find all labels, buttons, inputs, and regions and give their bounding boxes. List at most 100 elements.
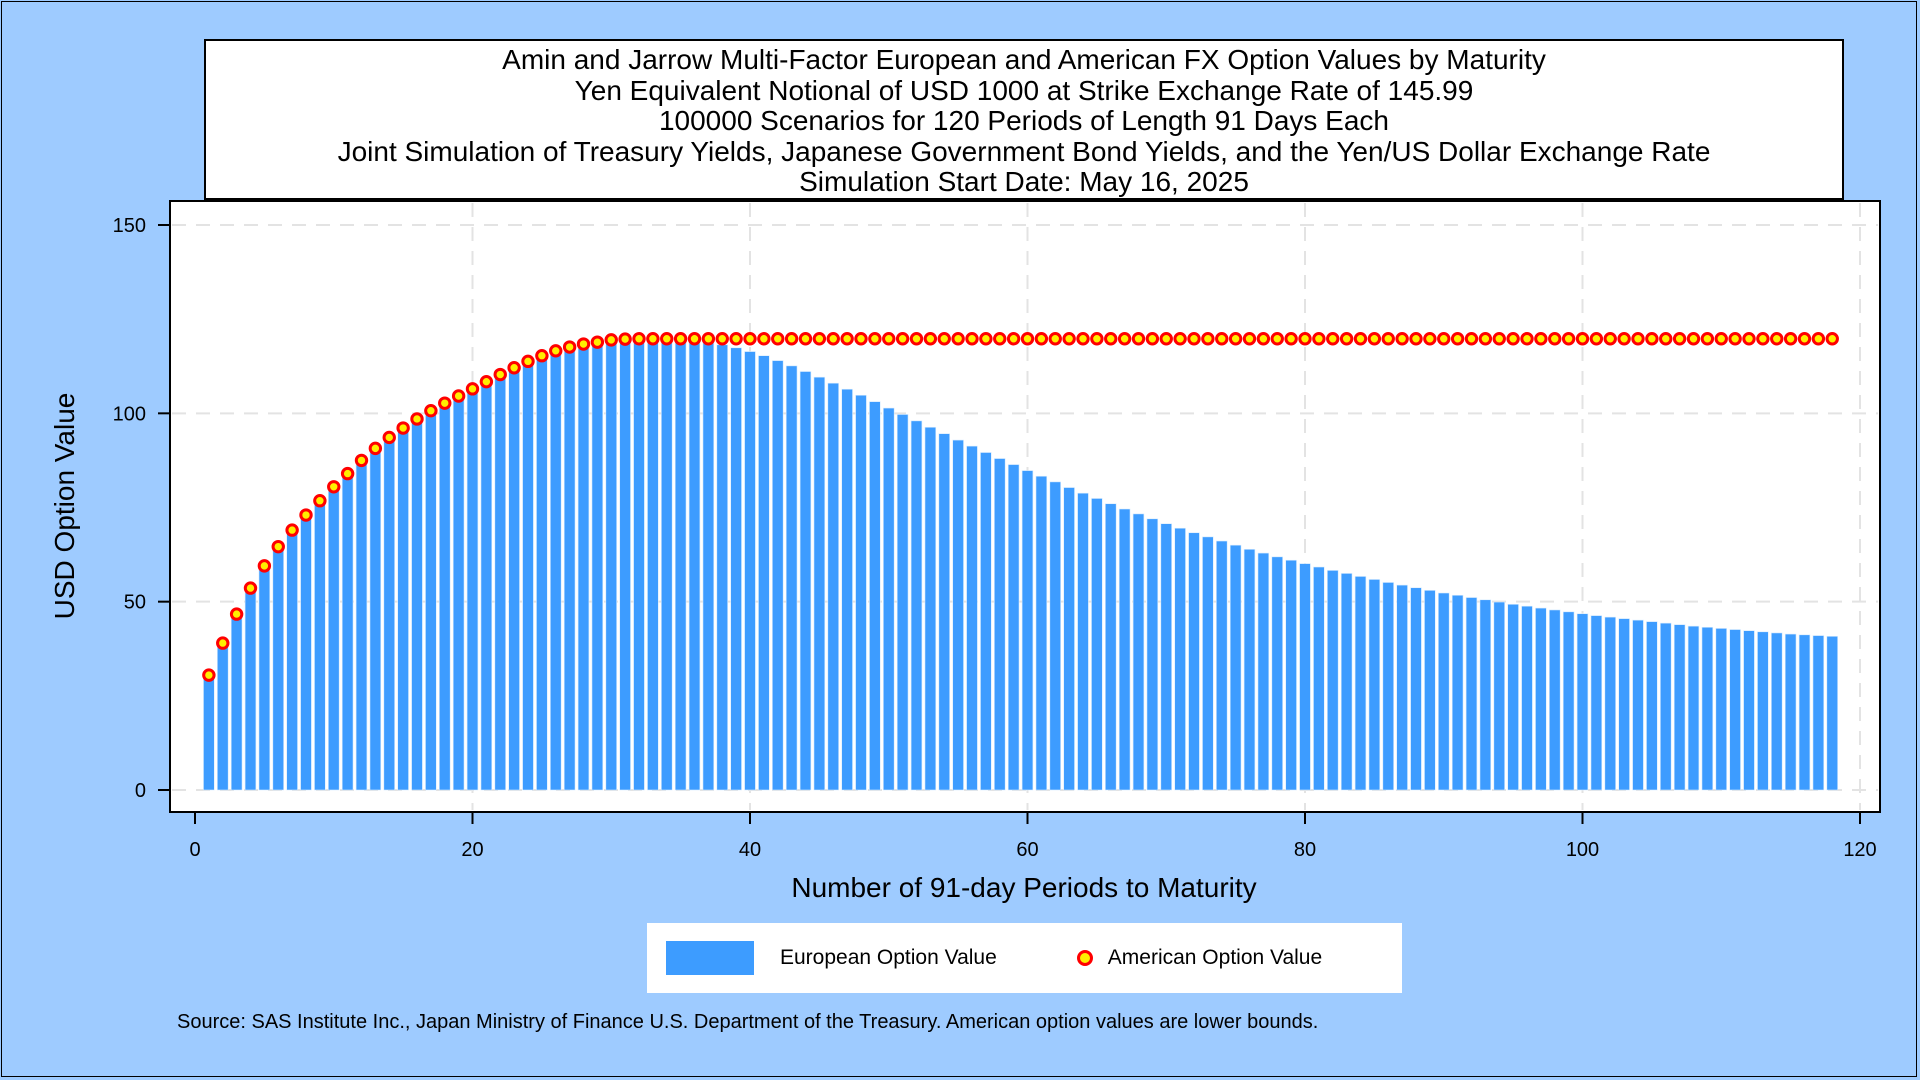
european-bar [1118,508,1131,791]
european-bar [1701,626,1714,791]
european-bar [994,458,1006,791]
american-marker [1423,332,1437,346]
american-marker [1589,332,1604,346]
american-marker [1561,332,1576,346]
american-marker [1450,332,1465,346]
european-bar [924,426,937,791]
title-line-3: 100000 Scenarios for 120 Periods of Leng… [658,105,1390,136]
european-bar [1576,613,1589,791]
european-bar [827,382,839,791]
european-bar [1007,464,1020,791]
european-bar [1396,584,1408,791]
european-bar [397,428,409,791]
american-marker [1603,332,1617,346]
american-marker [1006,332,1021,346]
european-bar [661,340,673,791]
american-marker [1492,332,1506,346]
european-bar [1493,601,1505,791]
european-bar [1521,605,1533,791]
american-marker [660,332,674,346]
european-bar [1327,570,1339,791]
european-bar [799,371,812,791]
legend-label-european: European Option Value [780,946,997,969]
european-bar [258,566,271,791]
american-marker [229,607,244,621]
american-marker [1395,332,1409,346]
european-bar [1299,563,1311,791]
european-bar [1562,611,1575,791]
american-marker [937,332,951,346]
legend-item-european: European Option Value [647,941,997,975]
european-bar [1257,552,1270,791]
american-marker [1797,332,1812,346]
european-bar [383,437,395,791]
european-bar [1021,470,1034,791]
european-bar [452,396,465,791]
american-marker [743,332,757,346]
title-line-2: Yen Equivalent Notional of USD 1000 at S… [574,74,1474,106]
european-bar [744,351,756,791]
european-bar [1368,579,1381,791]
european-bar [1243,549,1256,791]
european-bar [203,676,215,791]
american-marker [1034,332,1049,346]
european-bar [341,474,354,791]
european-bar [577,344,590,791]
source-note: Source: SAS Institute Inc., Japan Minist… [177,1011,1319,1033]
european-bar [466,389,479,791]
x-tick-label: 40 [739,839,761,861]
american-marker [271,539,285,554]
american-marker [1131,332,1146,346]
american-marker [1145,332,1160,346]
european-bar [1410,587,1422,791]
european-bar [1132,513,1145,791]
american-marker [979,332,993,346]
european-bar [1618,618,1630,791]
american-marker [1631,332,1645,346]
american-marker [1672,332,1687,346]
american-marker [202,668,216,682]
european-bar [1743,630,1755,791]
american-marker [1575,332,1590,346]
american-marker [1714,332,1728,346]
american-marker [895,332,910,346]
european-bar [1479,599,1492,791]
american-marker [1728,332,1742,346]
american-marker [1742,332,1756,346]
european-bar [1549,609,1561,791]
european-bar [966,445,978,791]
y-tick-label: 50 [124,592,146,614]
axes: 0 20 40 60 80 100 120 0 50 100 150 [113,215,1877,861]
american-marker [1256,332,1271,346]
european-bar [328,487,340,791]
x-tick-label: 100 [1566,839,1599,861]
american-marker [1173,332,1187,346]
european-bar [1673,624,1686,791]
european-bar [536,356,548,791]
american-marker [1020,332,1035,346]
y-tick-label: 150 [113,215,146,237]
european-bar [1202,536,1214,791]
american-marker [923,332,938,346]
american-marker [493,367,507,382]
american-marker [632,332,646,346]
american-marker [757,332,771,346]
european-bar [1451,594,1464,791]
european-bar [1077,492,1089,791]
european-bar [1438,592,1450,791]
european-bar [1188,532,1200,791]
chart-title-box: Amin and Jarrow Multi-Factor European an… [204,39,1844,200]
american-marker [549,344,563,358]
european-bar [314,501,326,791]
american-marker [1187,332,1201,346]
american-marker [784,332,799,346]
european-bar [1160,523,1172,791]
american-marker [1783,332,1798,346]
american-marker [521,354,535,369]
american-marker [951,332,965,346]
american-marker [771,332,785,346]
european-bar [1049,481,1061,791]
european-bar [411,419,423,791]
european-bar [1354,576,1367,791]
american-marker [882,332,896,346]
